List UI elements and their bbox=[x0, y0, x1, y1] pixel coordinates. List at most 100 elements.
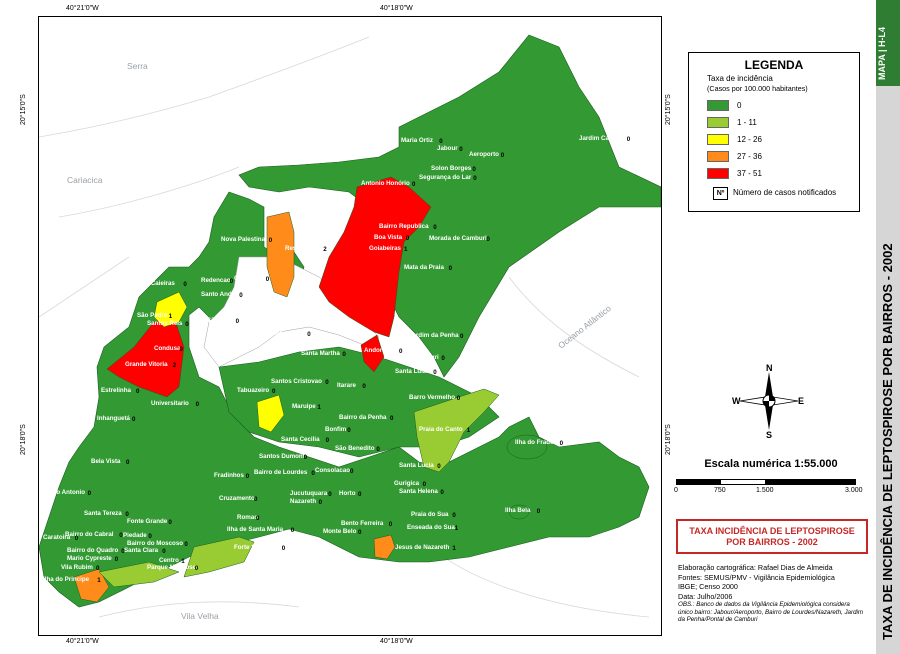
side-band bbox=[876, 0, 900, 654]
scale-bar bbox=[676, 479, 856, 485]
compass-n: N bbox=[766, 364, 773, 373]
bairro-case-count: 0 bbox=[196, 401, 200, 408]
bairro-case-count: 0 bbox=[185, 321, 189, 328]
bairro-case-count: 0 bbox=[230, 278, 234, 285]
bairro-label: Piedade bbox=[123, 532, 147, 539]
legend-row: 12 - 26 bbox=[707, 134, 857, 146]
bairro-case-count: 2 bbox=[323, 246, 327, 253]
bairro-case-count: 1 bbox=[452, 545, 456, 552]
bairro-label: Santos Reis bbox=[147, 320, 183, 327]
bairro-case-count: 0 bbox=[254, 496, 258, 503]
bairro-label: Grande Vitoria bbox=[125, 361, 168, 368]
bairro-case-count: 0 bbox=[406, 235, 410, 242]
bairro-case-count: 0 bbox=[168, 519, 172, 526]
legend-row: 37 - 51 bbox=[707, 168, 857, 180]
geo-label-serra: Serra bbox=[127, 61, 148, 71]
bairro-label: Fonte Grande bbox=[127, 518, 168, 525]
bairro-label: Nazareth bbox=[290, 498, 316, 505]
credit-date: Data: Julho/2006 bbox=[678, 591, 733, 601]
scale-tick: 0 bbox=[674, 487, 678, 494]
bairro-case-count: 0 bbox=[423, 481, 427, 488]
bairro-label: Ilha Bela bbox=[505, 507, 531, 514]
bairro-case-count: 0 bbox=[132, 416, 136, 423]
credits: Elaboração cartográfica: Rafael Dias de … bbox=[678, 563, 866, 624]
bairro-case-count: 0 bbox=[441, 355, 445, 362]
legend-swatch bbox=[707, 134, 729, 145]
bairro-case-count: 0 bbox=[75, 535, 79, 542]
bairro-label: Ilha das Caieiras bbox=[126, 280, 175, 287]
credit-source: Fontes: SEMUS/PMV - Vigilância Epidemiol… bbox=[678, 572, 835, 582]
bairro-label: Santa Cecilia bbox=[281, 436, 320, 443]
legend-swatch bbox=[707, 100, 729, 111]
bairro-case-count: 0 bbox=[88, 490, 92, 497]
bairro-case-count: 0 bbox=[433, 224, 437, 231]
coord-left-upper: 20°15'0"S bbox=[20, 94, 27, 125]
bairro-case-count: 0 bbox=[304, 454, 308, 461]
legend-subtitle: Taxa de incidência bbox=[707, 74, 773, 83]
coord-right-upper: 20°15'0"S bbox=[665, 94, 672, 125]
bairro-case-count: 0 bbox=[319, 499, 323, 506]
ilha-do-frade-island bbox=[506, 434, 548, 460]
bairro-case-count: 0 bbox=[136, 388, 140, 395]
bairro-case-count: 0 bbox=[325, 379, 329, 386]
bairro-label: São Pedro bbox=[137, 312, 168, 319]
bairro-label: Maruipe bbox=[292, 403, 316, 410]
bairro-label: Mario Cypreste bbox=[67, 555, 112, 562]
bairro-label: Jucutuquara bbox=[290, 490, 328, 497]
coord-right-lower: 20°18'0"S bbox=[665, 424, 672, 455]
bairro-label: Jesus de Nazareth bbox=[395, 544, 450, 551]
bairro-label: Bonfim bbox=[325, 426, 347, 433]
bairro-case-count: 2 bbox=[173, 362, 177, 369]
bairro-label: Bela Vista bbox=[91, 458, 121, 465]
bairro-label: Jabour bbox=[437, 145, 458, 152]
scale-tick: 750 bbox=[714, 487, 726, 494]
coord-bottom-right: 40°18'0"W bbox=[380, 638, 413, 645]
legend-label: 37 - 51 bbox=[737, 169, 762, 178]
bairro-case-count: 0 bbox=[459, 146, 463, 153]
map-code: MAPA | H-L4 bbox=[877, 26, 887, 80]
case-count-label: Número de casos notificados bbox=[733, 188, 837, 197]
bairro-label: Vila Rubim bbox=[61, 564, 93, 571]
bairro-label: Bairro do Moscoso bbox=[127, 540, 183, 547]
bairro-label: Barro Vermelho bbox=[409, 394, 455, 401]
bairro-case-count: 0 bbox=[452, 512, 456, 519]
class-1-11-regions bbox=[98, 388, 500, 588]
bairro-label: Santa Helena bbox=[399, 488, 438, 495]
bairro-case-count: 0 bbox=[266, 276, 270, 283]
scale-segment bbox=[721, 480, 765, 484]
scale-tick: 3.000 bbox=[845, 487, 863, 494]
legend-row: 0 bbox=[707, 100, 857, 112]
bairro-label: Bairro de Lourdes bbox=[254, 469, 308, 476]
bairro-label: Santos Cristovao bbox=[271, 378, 322, 385]
bairro-case-count: 0 bbox=[537, 508, 541, 515]
bairro-case-count: 0 bbox=[184, 541, 188, 548]
coord-top-right: 40°18'0"W bbox=[380, 5, 413, 12]
bairro-label: Fradinhos bbox=[214, 472, 244, 479]
bairro-labels: Maria Ortiz 0 Jabour 0 Aeroporto 0 Jardim Camb… bbox=[43, 135, 631, 584]
bairro-case-count: 0 bbox=[358, 491, 362, 498]
legend-swatch bbox=[707, 168, 729, 179]
bairro-case-count: 0 bbox=[412, 181, 416, 188]
coord-bottom-left: 40°21'0"W bbox=[66, 638, 99, 645]
bairro-label: Segurança do Lar bbox=[419, 174, 472, 181]
bairro-case-count: 0 bbox=[311, 470, 315, 477]
bairro-case-count: 1 bbox=[181, 558, 185, 565]
bairro-label: Bento Ferreira bbox=[341, 520, 384, 527]
compass-e: E bbox=[798, 396, 804, 406]
ilha-bela-island bbox=[508, 504, 530, 520]
bairro-label: Romao bbox=[237, 514, 258, 521]
bairro-label: Santa Tereza bbox=[84, 510, 122, 517]
bairro-case-count: 0 bbox=[269, 237, 273, 244]
bairro-label: Antonio Honório bbox=[361, 180, 410, 187]
bairro-case-count: 0 bbox=[342, 351, 346, 358]
bairro-label: Praia do Canto bbox=[419, 426, 463, 433]
bairro-case-count: 0 bbox=[433, 369, 437, 376]
bairro-label: Inhanguetá bbox=[97, 415, 131, 422]
bairro-case-count: 0 bbox=[399, 348, 403, 355]
coord-left-lower: 20°18'0"S bbox=[20, 424, 27, 455]
legend: LEGENDA Taxa de incidência (Casos por 10… bbox=[688, 52, 860, 212]
legend-label: 1 - 11 bbox=[737, 118, 757, 127]
map-title-line-1: TAXA INCIDÊNCIA DE LEPTOSPIROSE bbox=[689, 526, 855, 536]
bairro-case-count: 0 bbox=[291, 527, 295, 534]
bairro-case-count: 0 bbox=[256, 515, 260, 522]
